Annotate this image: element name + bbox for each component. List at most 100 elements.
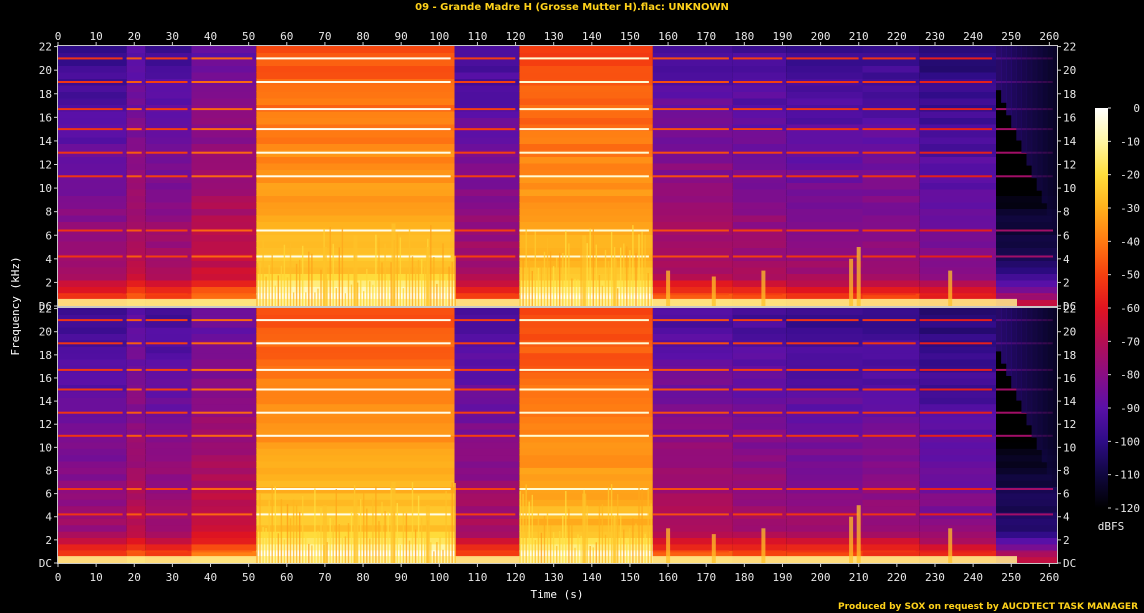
channel-1-cell (126, 59, 146, 66)
channel-1-cell (454, 156, 520, 164)
channel-2-tone-line (126, 411, 142, 414)
channel-1-cell (652, 65, 733, 73)
channel-2-cell (519, 327, 653, 334)
channel-1-cell (145, 208, 192, 216)
channel-1-cell (652, 163, 733, 170)
channel-2-cell (126, 352, 146, 360)
channel-1-cell (862, 280, 920, 287)
x-tick-label: 10 (90, 571, 103, 584)
channel-1-transient (635, 253, 637, 306)
channel-2-cell (454, 403, 520, 411)
channel-2-cell (786, 308, 863, 315)
channel-1-transient (421, 259, 423, 306)
channel-2-tone-line (145, 488, 188, 490)
channel-2-cell (996, 480, 1057, 487)
channel-1-tone-line (126, 175, 142, 178)
channel-2-transient (620, 515, 622, 563)
channel-2-cell (652, 429, 733, 436)
chart-title: 09 - Grande Madre H (Grosse Mutter H).fl… (415, 2, 729, 13)
channel-2-cell (58, 378, 127, 385)
channel-1-tone-line (145, 175, 188, 178)
channel-2-cell (191, 371, 257, 379)
channel-2-cell (732, 320, 787, 328)
channel-1-cell (652, 176, 733, 183)
channel-1-tone-line (519, 175, 649, 178)
channel-2-cell (256, 416, 455, 424)
channel-2-cell (862, 499, 920, 507)
channel-2-cell (191, 531, 257, 538)
channel-1-cell (519, 72, 653, 79)
channel-2-cell (862, 365, 920, 373)
channel-1-tone-line (256, 128, 451, 131)
x-tick-label: 50 (242, 571, 255, 584)
channel-2-tone-line (126, 550, 142, 553)
channel-2-cell (786, 550, 863, 558)
channel-2-tone-line (256, 319, 451, 322)
channel-2-transient (565, 491, 567, 563)
channel-1-tone-line (191, 108, 253, 111)
channel-2-cell (786, 384, 863, 392)
channel-2-cell (191, 314, 257, 322)
channel-2-cell (996, 492, 1057, 500)
channel-2-cell (145, 397, 192, 405)
channel-1-transient (604, 249, 607, 306)
channel-1-cell (919, 241, 996, 248)
channel-1-cell (519, 195, 653, 203)
channel-2-cell (191, 346, 257, 354)
channel-2-tone-line (652, 319, 729, 322)
channel-2-tone-line (145, 368, 188, 371)
x-tick-label: 180 (734, 30, 754, 43)
channel-2-cell (652, 480, 733, 487)
channel-1-transient (399, 237, 401, 306)
channel-2-transient (320, 507, 322, 563)
channel-2-event (582, 493, 587, 563)
channel-1-tone-line (919, 128, 992, 131)
channel-2-cell (58, 365, 127, 373)
channel-2-cell (191, 537, 257, 545)
channel-2-tone-line (732, 388, 783, 391)
channel-1-cell (145, 273, 192, 281)
channel-1-cell (786, 234, 863, 242)
channel-2-cell (996, 461, 1057, 468)
channel-1-cell (732, 273, 787, 281)
channel-2-cell (652, 499, 733, 507)
channel-1-tone-line (519, 81, 649, 83)
channel-2-tone-line (454, 319, 516, 322)
channel-2-cell (786, 492, 863, 500)
channel-2-transient (617, 494, 619, 563)
channel-1-cell (652, 241, 733, 248)
channel-2-cell (126, 467, 146, 475)
channel-2-cell (126, 422, 146, 430)
channel-1-tone-line (732, 81, 783, 83)
channel-2-cell (256, 461, 455, 468)
channel-2-transient (540, 532, 543, 563)
channel-2-tone-line (652, 488, 729, 490)
channel-1-cell (191, 189, 257, 196)
channel-1-cell (126, 221, 146, 229)
channel-1-cell (191, 137, 257, 144)
channel-1-cell (786, 104, 863, 112)
channel-1-cell (519, 91, 653, 99)
channel-1-cell (454, 293, 520, 300)
channel-2-cell (145, 435, 192, 443)
channel-1-transient (289, 242, 292, 306)
channel-2-transient (302, 496, 304, 563)
channel-1-cell (786, 65, 863, 73)
channel-2-tone-line (191, 319, 253, 322)
channel-1-transient (556, 257, 558, 306)
channel-2-cell (454, 531, 520, 538)
channel-1-cell (145, 215, 192, 222)
channel-2-transient (562, 514, 564, 563)
channel-1-cell (145, 117, 192, 125)
y-tick-label: 4 (45, 511, 52, 524)
channel-2-cell (256, 320, 455, 328)
channel-2-transient (448, 531, 450, 563)
channel-2-cell (652, 390, 733, 398)
channel-1-tone-line (191, 151, 253, 154)
channel-2-cell (786, 524, 863, 532)
channel-2-tone-line (191, 388, 253, 391)
channel-2-tone-line (862, 434, 916, 437)
channel-2-cell (862, 384, 920, 392)
channel-1-cell (732, 267, 787, 274)
channel-2-cell (862, 435, 920, 443)
